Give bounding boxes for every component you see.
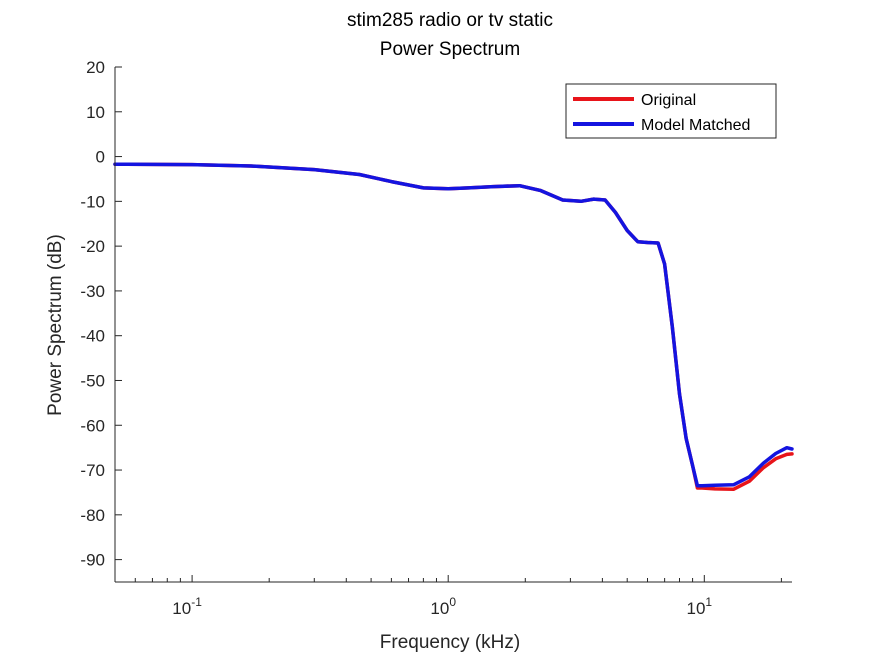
- legend-label-original: Original: [641, 92, 696, 109]
- y-tick-label: -60: [80, 416, 105, 435]
- y-tick-label: -50: [80, 371, 105, 390]
- x-tick-label: 101: [686, 595, 712, 618]
- y-tick-label: -20: [80, 237, 105, 256]
- series-layer: [113, 162, 794, 492]
- y-tick-label: -90: [80, 551, 105, 570]
- y-tick-label: 10: [86, 103, 105, 122]
- x-tick-label: 100: [430, 595, 456, 618]
- y-tick-label: -30: [80, 282, 105, 301]
- legend-label-model-matched: Model Matched: [641, 117, 750, 134]
- legend-box: [565, 83, 777, 139]
- chart-subtitle: Power Spectrum: [380, 39, 520, 60]
- y-axis-label: Power Spectrum (dB): [45, 234, 66, 416]
- plot-area: [115, 67, 792, 582]
- series-line-model-matched: [113, 162, 794, 488]
- y-tick-label: 20: [86, 58, 105, 77]
- y-tick-label: -10: [80, 192, 105, 211]
- y-tick-label: -70: [80, 461, 105, 480]
- legend: Original Model Matched: [565, 83, 777, 139]
- chart-title: stim285 radio or tv static: [347, 10, 553, 31]
- y-tick-label: 0: [96, 148, 105, 167]
- x-tick-label: 10-1: [172, 595, 202, 618]
- y-tick-label: -40: [80, 327, 105, 346]
- y-tick-label: -80: [80, 506, 105, 525]
- x-axis-label: Frequency (kHz): [380, 632, 520, 653]
